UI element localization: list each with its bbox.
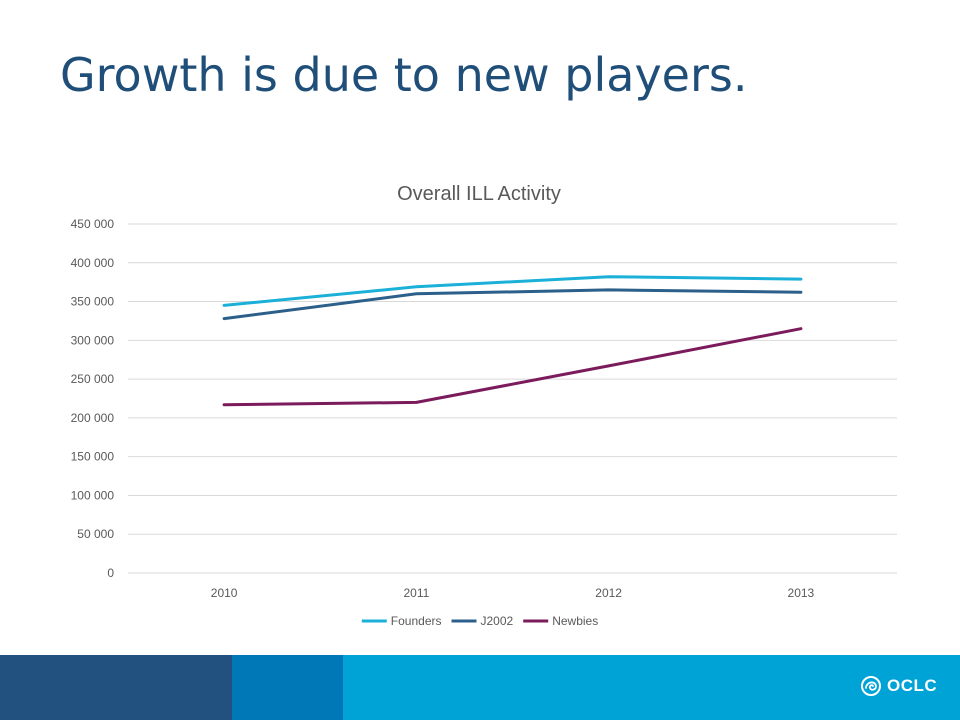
x-tick-label: 2011 [403,586,429,600]
y-tick-label: 400 000 [71,256,115,270]
footer-band-light [343,655,960,720]
x-tick-label: 2013 [788,586,815,600]
footer-band-dark [0,655,232,720]
y-tick-label: 50 000 [77,527,114,541]
y-tick-label: 200 000 [71,411,115,425]
y-tick-label: 300 000 [71,333,115,347]
footer-band-mid [232,655,343,720]
y-tick-label: 100 000 [71,488,115,502]
legend: Founders J2002 Newbies [361,614,598,628]
logo-text: OCLC [887,676,938,695]
y-tick-label: 450 000 [71,217,115,231]
x-axis-ticks: 2010 2011 2012 2013 [211,586,815,600]
y-tick-label: 350 000 [71,295,115,309]
legend-item: Founders [361,614,442,628]
series-line-founders [222,275,803,307]
series-line-newbies [222,327,803,407]
series-line-j2002 [222,288,803,321]
slide-title: Growth is due to new players. [60,48,748,102]
gridlines [128,223,897,574]
legend-item: Newbies [523,614,598,628]
line-chart: Overall ILL Activity 0 50 000 100 000 150 0… [71,183,897,628]
series-lines [222,275,803,407]
oclc-logo: OCLC [860,675,937,697]
x-tick-label: 2010 [211,586,238,600]
y-tick-label: 150 000 [71,450,115,464]
y-tick-label: 0 [107,566,114,580]
legend-label: J2002 [481,614,514,628]
footer-bar: OCLC [0,655,960,720]
legend-label: Newbies [552,614,598,628]
legend-item: J2002 [451,614,514,628]
chart-title: Overall ILL Activity [397,183,561,205]
x-tick-label: 2012 [595,586,622,600]
legend-label: Founders [391,614,442,628]
y-tick-label: 250 000 [71,372,115,386]
oclc-swirl-icon [861,676,881,696]
y-axis-ticks: 0 50 000 100 000 150 000 200 000 250 000 300 0… [71,217,115,580]
